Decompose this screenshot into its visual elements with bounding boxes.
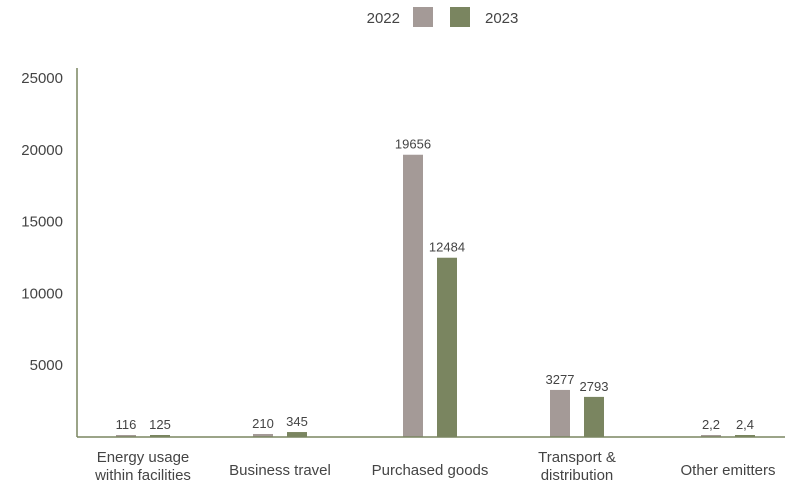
x-category-label: Purchased goods bbox=[372, 462, 489, 479]
data-label: 210 bbox=[252, 416, 274, 431]
y-tick-label: 5000 bbox=[30, 357, 63, 374]
y-tick-label: 20000 bbox=[21, 142, 63, 159]
data-label: 2793 bbox=[580, 379, 609, 394]
x-category-label: Business travel bbox=[229, 462, 331, 479]
x-category-label: Other emitters bbox=[680, 462, 775, 479]
x-category-label: Energy usage bbox=[97, 449, 190, 466]
data-label: 19656 bbox=[395, 137, 431, 152]
data-label: 3277 bbox=[546, 372, 575, 387]
bar-2023 bbox=[735, 435, 755, 437]
data-label: 345 bbox=[286, 414, 308, 429]
bar-2022 bbox=[701, 435, 721, 437]
data-label: 125 bbox=[149, 417, 171, 432]
y-tick-label: 25000 bbox=[21, 70, 63, 87]
data-label: 2,4 bbox=[736, 417, 754, 432]
bar-2023 bbox=[437, 257, 457, 437]
data-label: 2,2 bbox=[702, 417, 720, 432]
data-label: 116 bbox=[116, 417, 137, 432]
legend-label-2022: 2022 bbox=[367, 10, 400, 27]
bar-2022 bbox=[253, 433, 273, 437]
legend-swatch-2022 bbox=[413, 7, 433, 27]
data-label: 12484 bbox=[429, 240, 465, 255]
bar-2023 bbox=[287, 432, 307, 437]
bar-2022 bbox=[116, 435, 136, 437]
bar-2022 bbox=[403, 154, 423, 437]
x-category-label: Transport & bbox=[538, 449, 616, 466]
x-category-label: distribution bbox=[541, 467, 614, 483]
y-tick-label: 10000 bbox=[21, 285, 63, 302]
y-axis: 5000 10000 15000 20000 25000 bbox=[21, 70, 63, 374]
legend: 2022 2023 bbox=[367, 7, 518, 27]
legend-swatch-2023 bbox=[450, 7, 470, 27]
bar-2023 bbox=[150, 435, 170, 437]
bar-2022 bbox=[550, 389, 570, 437]
bar-2023 bbox=[584, 396, 604, 437]
legend-label-2023: 2023 bbox=[485, 10, 518, 27]
x-category-label: within facilities bbox=[94, 467, 191, 483]
y-tick-label: 15000 bbox=[21, 214, 63, 231]
bars: 116 125 210 345 19656 12484 3277 2793 2,2 2,4 bbox=[116, 137, 755, 437]
